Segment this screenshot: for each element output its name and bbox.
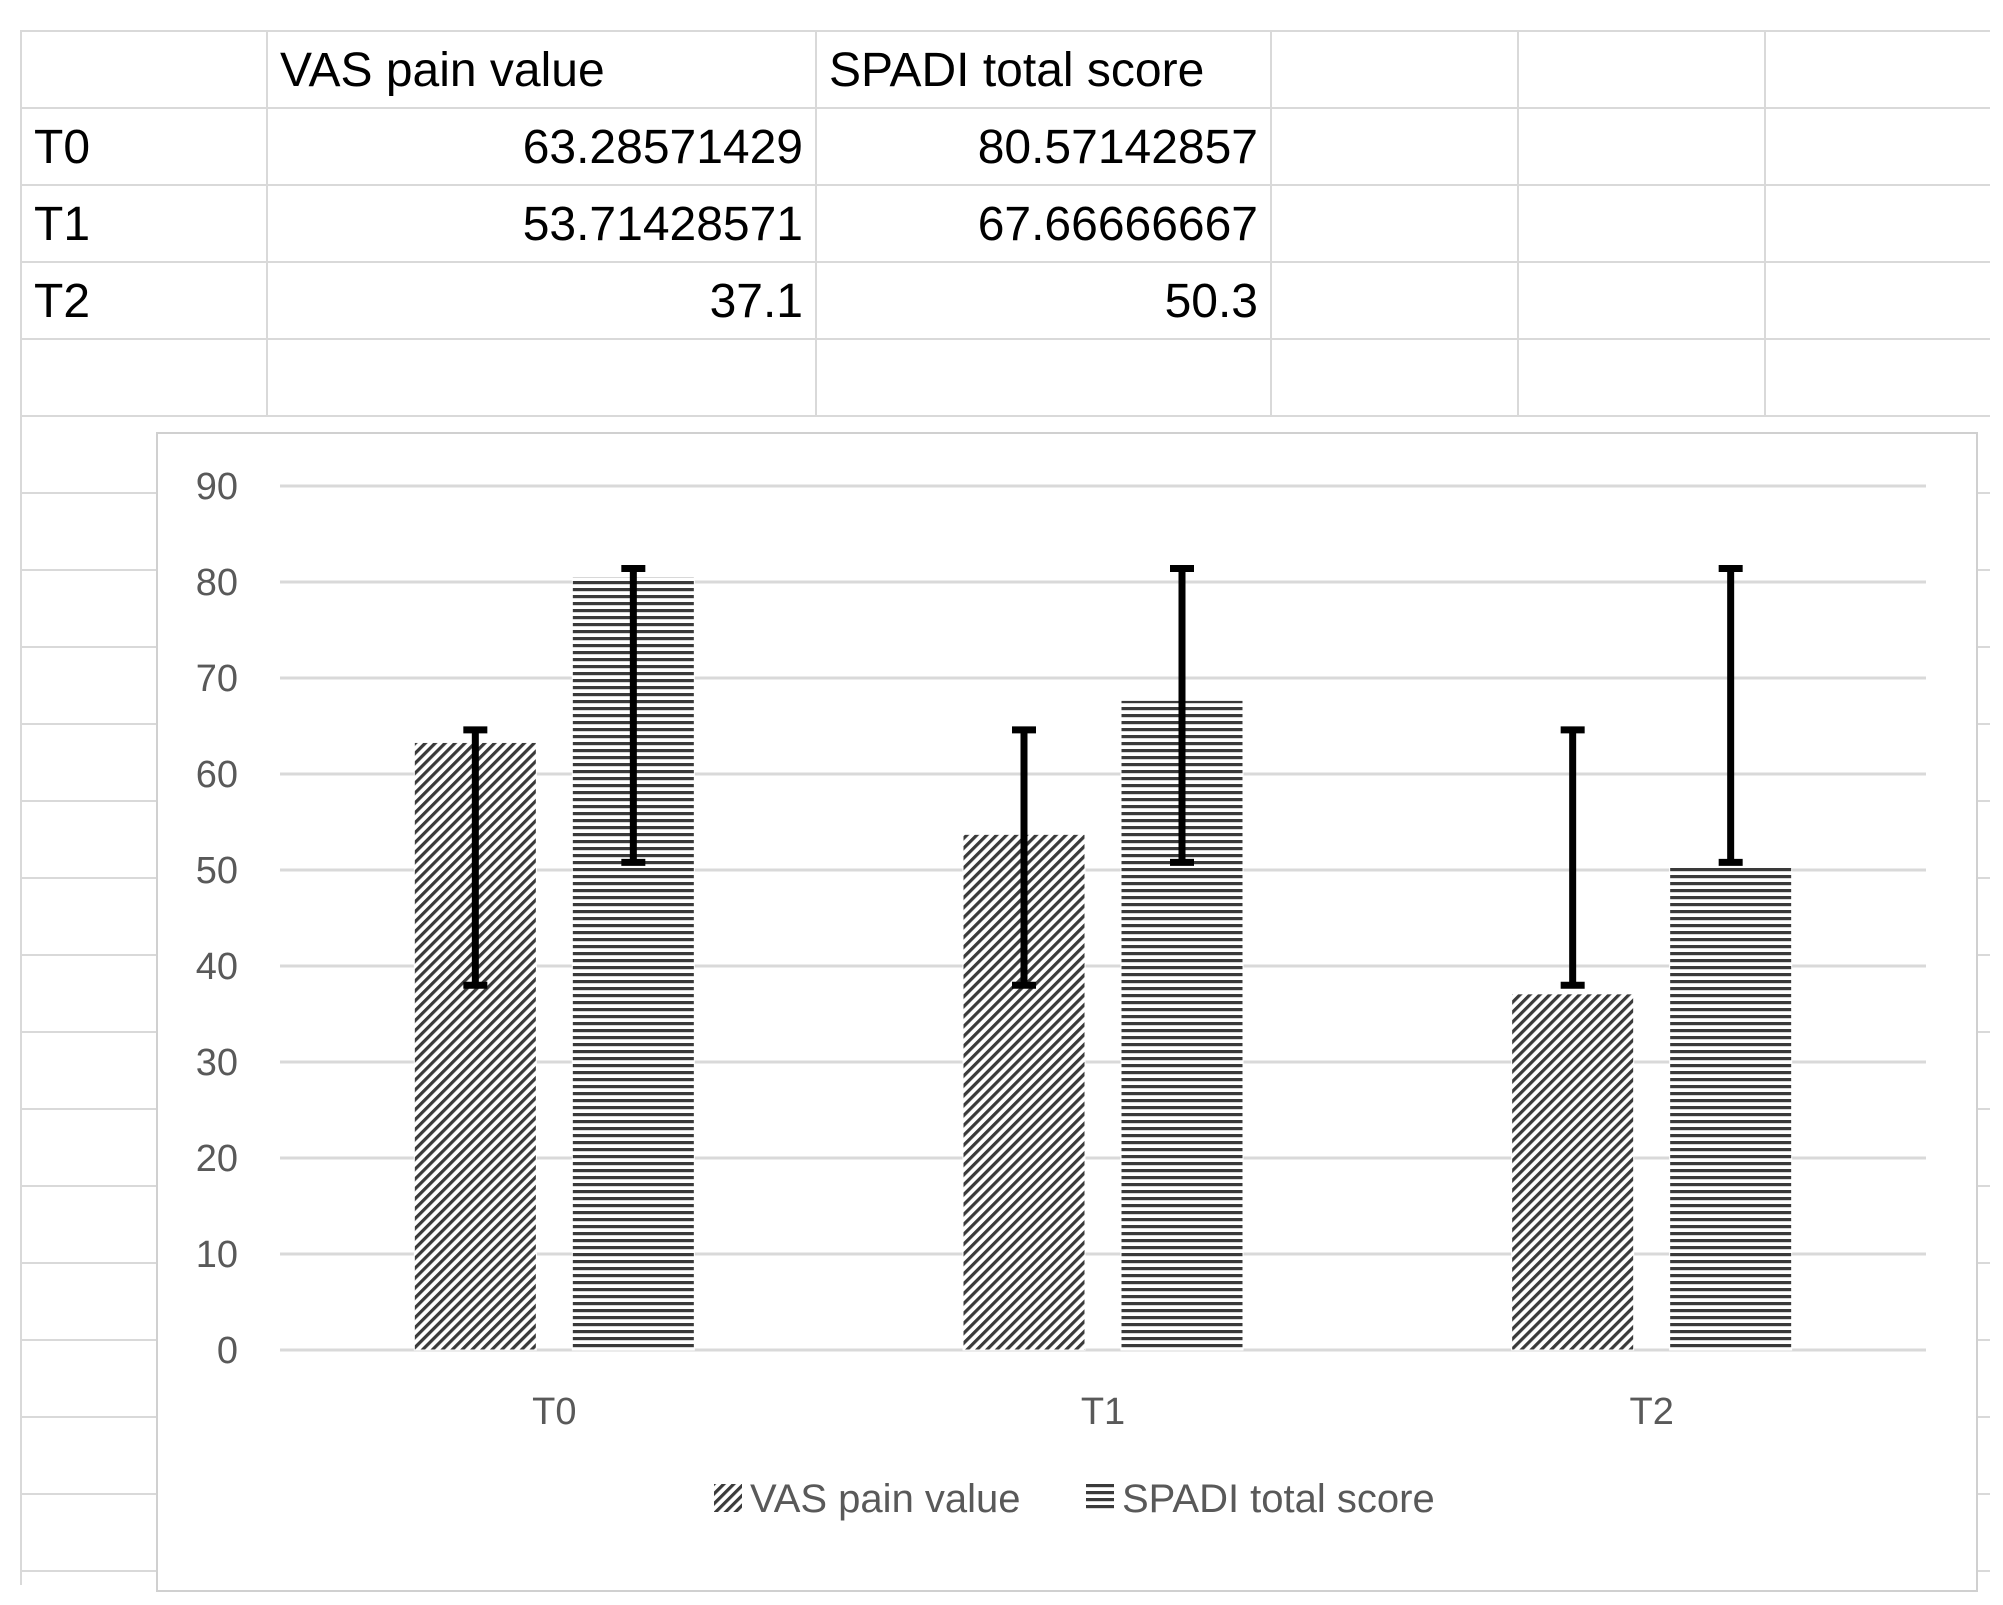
x-tick-label: T0 — [532, 1391, 576, 1433]
y-tick-label: 80 — [196, 562, 238, 604]
y-tick-label: 60 — [196, 754, 238, 796]
grid-col-line — [20, 30, 22, 1585]
grid-row-line — [20, 107, 1990, 109]
y-tick-label: 0 — [217, 1330, 238, 1372]
x-tick-label: T2 — [1629, 1391, 1673, 1433]
y-tick-label: 30 — [196, 1042, 238, 1084]
row-label-t2[interactable]: T2 — [34, 275, 91, 328]
x-tick-label: T1 — [1081, 1391, 1125, 1433]
cell-vas-t1[interactable]: 53.71428571 — [522, 198, 803, 251]
cell-spadi-t2[interactable]: 50.3 — [1164, 275, 1258, 328]
bar-vas-t2[interactable] — [1511, 993, 1635, 1351]
cell-vas-t0[interactable]: 63.28571429 — [522, 121, 803, 174]
grid-col-line — [1764, 30, 1766, 417]
grid-row-line — [20, 338, 1990, 340]
legend-label-spadi[interactable]: SPADI total score — [1122, 1477, 1435, 1521]
column-header-spadi[interactable]: SPADI total score — [829, 44, 1205, 97]
bar-chart: 0 10 20 30 40 50 60 70 80 90 T0 T1 T2 VAS pain value… — [196, 466, 1926, 1521]
grid-row-line — [20, 184, 1990, 186]
bar-spadi-t2[interactable] — [1669, 866, 1793, 1351]
cell-spadi-t1[interactable]: 67.66666667 — [977, 198, 1258, 251]
grid-col-line — [1270, 30, 1272, 417]
y-tick-label: 10 — [196, 1234, 238, 1276]
grid-row-line — [20, 30, 1990, 32]
grid-row-line — [20, 261, 1990, 263]
row-label-t0[interactable]: T0 — [34, 121, 91, 174]
chart-area[interactable]: 0 10 20 30 40 50 60 70 80 90 T0 T1 T2 VAS pain value… — [156, 432, 1978, 1592]
cell-spadi-t0[interactable]: 80.57142857 — [977, 121, 1258, 174]
row-label-t1[interactable]: T1 — [34, 198, 91, 251]
legend-label-vas[interactable]: VAS pain value — [750, 1477, 1021, 1521]
grid-col-line — [1517, 30, 1519, 417]
y-tick-label: 90 — [196, 466, 238, 508]
y-tick-label: 50 — [196, 850, 238, 892]
grid-col-line — [266, 30, 268, 417]
grid-row-line — [20, 415, 1990, 417]
y-tick-label: 70 — [196, 658, 238, 700]
legend-swatch-vas — [714, 1484, 742, 1512]
y-tick-label: 20 — [196, 1138, 238, 1180]
grid-col-line — [815, 30, 817, 417]
y-tick-label: 40 — [196, 946, 238, 988]
column-header-vas[interactable]: VAS pain value — [280, 44, 605, 97]
cell-vas-t2[interactable]: 37.1 — [709, 275, 803, 328]
legend-swatch-spadi — [1086, 1484, 1114, 1512]
